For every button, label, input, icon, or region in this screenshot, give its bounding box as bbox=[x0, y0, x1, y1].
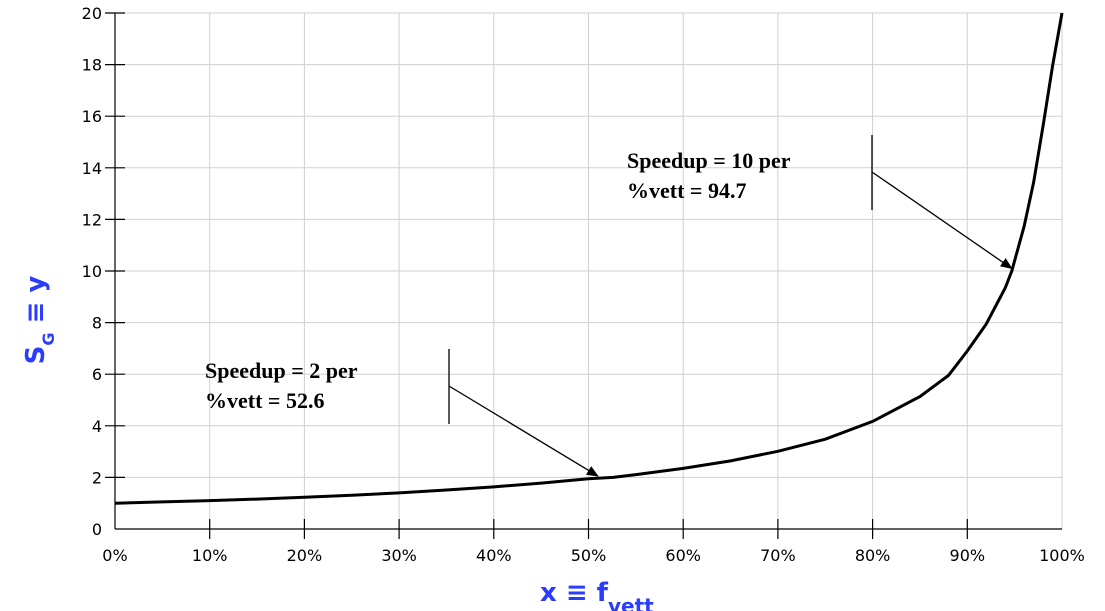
x-axis-title: x ≡ fvett bbox=[540, 578, 654, 611]
y-tick-label-9: 18 bbox=[82, 56, 102, 75]
y-tick-label-5: 10 bbox=[82, 262, 102, 281]
annotations: Speedup = 2 per %vett = 52.6 Speedup = 10 … bbox=[205, 135, 1013, 477]
y-tick-label-7: 14 bbox=[82, 159, 102, 178]
x-tick-label-6: 60% bbox=[665, 546, 701, 565]
annotation-1-arrow bbox=[871, 171, 1013, 269]
x-tick-label-5: 50% bbox=[571, 546, 607, 565]
annotation-1: Speedup = 10 per %vett = 94.7 bbox=[627, 135, 1013, 269]
y-axis-title-main: S bbox=[21, 346, 51, 365]
annotation-0-line-1: %vett = 52.6 bbox=[205, 388, 324, 413]
x-tick-label-7: 70% bbox=[760, 546, 796, 565]
x-axis-title-sub: vett bbox=[608, 594, 654, 611]
x-tick-label-8: 80% bbox=[855, 546, 891, 565]
x-tick-label-4: 40% bbox=[476, 546, 512, 565]
y-tick-label-1: 2 bbox=[92, 468, 102, 487]
y-axis-title: SG ≡ y bbox=[21, 276, 58, 365]
series-line-0 bbox=[114, 12, 1064, 505]
x-tick-label-3: 30% bbox=[381, 546, 417, 565]
annotation-1-line-0: Speedup = 10 per bbox=[627, 148, 791, 173]
x-tick-labels: 0% 10% 20% 30% 40% 50% 60% 70% 80% 90% 100% bbox=[102, 546, 1085, 565]
y-tick-label-2: 4 bbox=[92, 417, 102, 436]
series bbox=[114, 12, 1064, 505]
x-tick-label-10: 100% bbox=[1039, 546, 1085, 565]
axes bbox=[105, 12, 1062, 539]
annotation-0: Speedup = 2 per %vett = 52.6 bbox=[205, 349, 599, 477]
y-tick-labels: 0 2 4 6 8 10 12 14 16 18 20 bbox=[82, 4, 102, 539]
y-tick-label-6: 12 bbox=[82, 210, 102, 229]
annotation-1-line-1: %vett = 94.7 bbox=[627, 178, 746, 203]
y-tick-label-0: 0 bbox=[92, 520, 102, 539]
y-tick-label-8: 16 bbox=[82, 107, 102, 126]
y-axis-title-sub: G bbox=[39, 332, 58, 345]
y-tick-label-4: 8 bbox=[92, 314, 102, 333]
x-tick-label-2: 20% bbox=[287, 546, 323, 565]
x-tick-label-0: 0% bbox=[102, 546, 127, 565]
y-axis-title-rest: ≡ y bbox=[21, 276, 51, 333]
x-tick-label-9: 90% bbox=[950, 546, 986, 565]
x-tick-label-1: 10% bbox=[192, 546, 228, 565]
annotation-0-arrow bbox=[448, 385, 599, 477]
y-tick-label-3: 6 bbox=[92, 365, 102, 384]
x-axis-title-main: x ≡ f bbox=[540, 578, 609, 608]
annotation-0-line-0: Speedup = 2 per bbox=[205, 358, 358, 383]
grid bbox=[115, 12, 1063, 529]
y-tick-label-10: 20 bbox=[82, 4, 102, 23]
